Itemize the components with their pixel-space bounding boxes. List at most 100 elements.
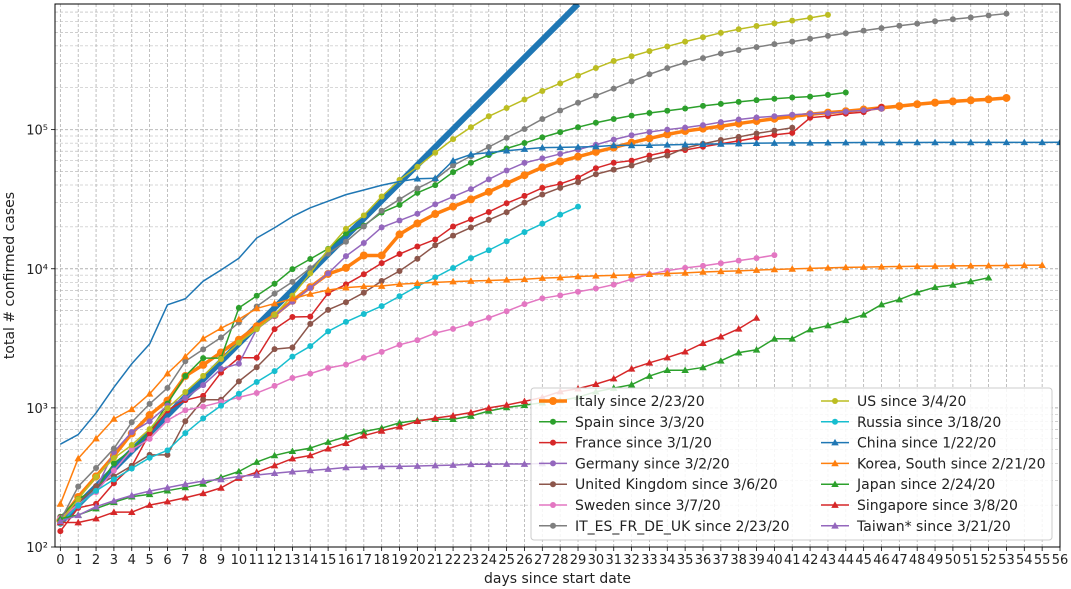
data-point (592, 119, 599, 126)
data-point (378, 260, 385, 267)
data-point (182, 395, 189, 402)
data-point (324, 444, 332, 452)
data-point (432, 330, 439, 337)
data-point (682, 264, 689, 271)
legend-marker (831, 480, 839, 488)
data-point (342, 283, 350, 291)
data-point (717, 357, 725, 364)
data-point (734, 267, 743, 274)
data-point (467, 320, 474, 327)
data-point (450, 136, 457, 143)
series-1 (57, 89, 849, 520)
data-point (182, 372, 189, 379)
legend-marker (550, 522, 556, 529)
x-tick-label: 12 (266, 553, 283, 568)
data-point (646, 129, 653, 136)
data-point (663, 141, 672, 148)
series-line (59, 14, 829, 522)
data-point (360, 212, 367, 219)
data-point (610, 116, 617, 123)
legend-item: Japan since 2/24/20 (821, 477, 995, 493)
data-point (200, 346, 207, 353)
data-point (789, 111, 796, 118)
data-point (1002, 261, 1011, 269)
data-point (485, 113, 492, 120)
legend-marker (550, 439, 556, 446)
data-point (199, 360, 208, 369)
x-tick-label: 16 (338, 553, 355, 568)
data-point (788, 265, 796, 272)
x-tick-label: 38 (730, 553, 747, 568)
data-point (324, 286, 332, 293)
legend-label: Germany since 3/2/20 (575, 456, 730, 472)
data-point (342, 439, 350, 446)
data-point (377, 427, 386, 434)
data-point (663, 130, 672, 139)
x-tick-label: 28 (552, 553, 569, 568)
data-point (824, 11, 831, 18)
data-point (360, 271, 367, 278)
data-point (253, 390, 260, 397)
data-point (146, 426, 153, 433)
data-point (1003, 10, 1010, 17)
data-point (413, 417, 422, 425)
data-point (146, 435, 153, 442)
series-9 (59, 138, 1060, 445)
data-point (521, 125, 528, 132)
series-12 (56, 314, 761, 526)
x-tick-label: 15 (320, 553, 337, 568)
data-point (628, 162, 635, 169)
legend-marker (550, 418, 556, 425)
data-point (520, 145, 529, 152)
data-point (289, 278, 296, 285)
data-point (163, 369, 172, 377)
data-point (235, 390, 242, 397)
data-point (770, 139, 779, 146)
data-point (877, 263, 886, 270)
data-point (128, 465, 135, 472)
data-point (557, 184, 564, 191)
data-point (824, 264, 832, 271)
data-point (735, 26, 742, 33)
data-point (859, 263, 868, 270)
series-13 (56, 459, 547, 525)
data-point (270, 469, 279, 477)
data-point (1020, 261, 1029, 269)
series-10 (56, 261, 1046, 507)
data-point (895, 262, 904, 270)
x-tick-label: 30 (588, 553, 605, 568)
data-point (325, 270, 332, 277)
data-point (984, 138, 993, 146)
data-point (646, 156, 653, 163)
data-point (396, 251, 403, 258)
data-point (539, 134, 546, 141)
data-point (128, 429, 135, 436)
data-point (520, 275, 529, 283)
data-point (324, 465, 332, 472)
data-point (270, 299, 279, 307)
data-point (503, 167, 510, 174)
data-point (842, 30, 849, 37)
data-point (717, 140, 725, 147)
data-point (788, 139, 796, 146)
legend-label: Italy since 2/23/20 (575, 394, 705, 410)
data-point (325, 328, 332, 335)
data-point (556, 143, 564, 151)
legend-marker (831, 501, 839, 508)
data-point (271, 311, 278, 318)
x-tick-label: 19 (391, 553, 408, 568)
data-point (218, 402, 225, 409)
series-line (59, 264, 1043, 505)
legend-label: Singapore since 3/8/20 (857, 498, 1018, 514)
data-point (414, 243, 421, 250)
data-point (360, 310, 367, 317)
x-tick-label: 25 (498, 553, 515, 568)
x-tick-label: 53 (998, 553, 1015, 568)
data-point (592, 380, 600, 387)
legend-marker (550, 460, 556, 467)
data-point (378, 278, 385, 285)
data-point (450, 325, 457, 332)
data-point (521, 229, 528, 236)
x-tick-label: 27 (534, 553, 551, 568)
data-point (539, 220, 546, 227)
